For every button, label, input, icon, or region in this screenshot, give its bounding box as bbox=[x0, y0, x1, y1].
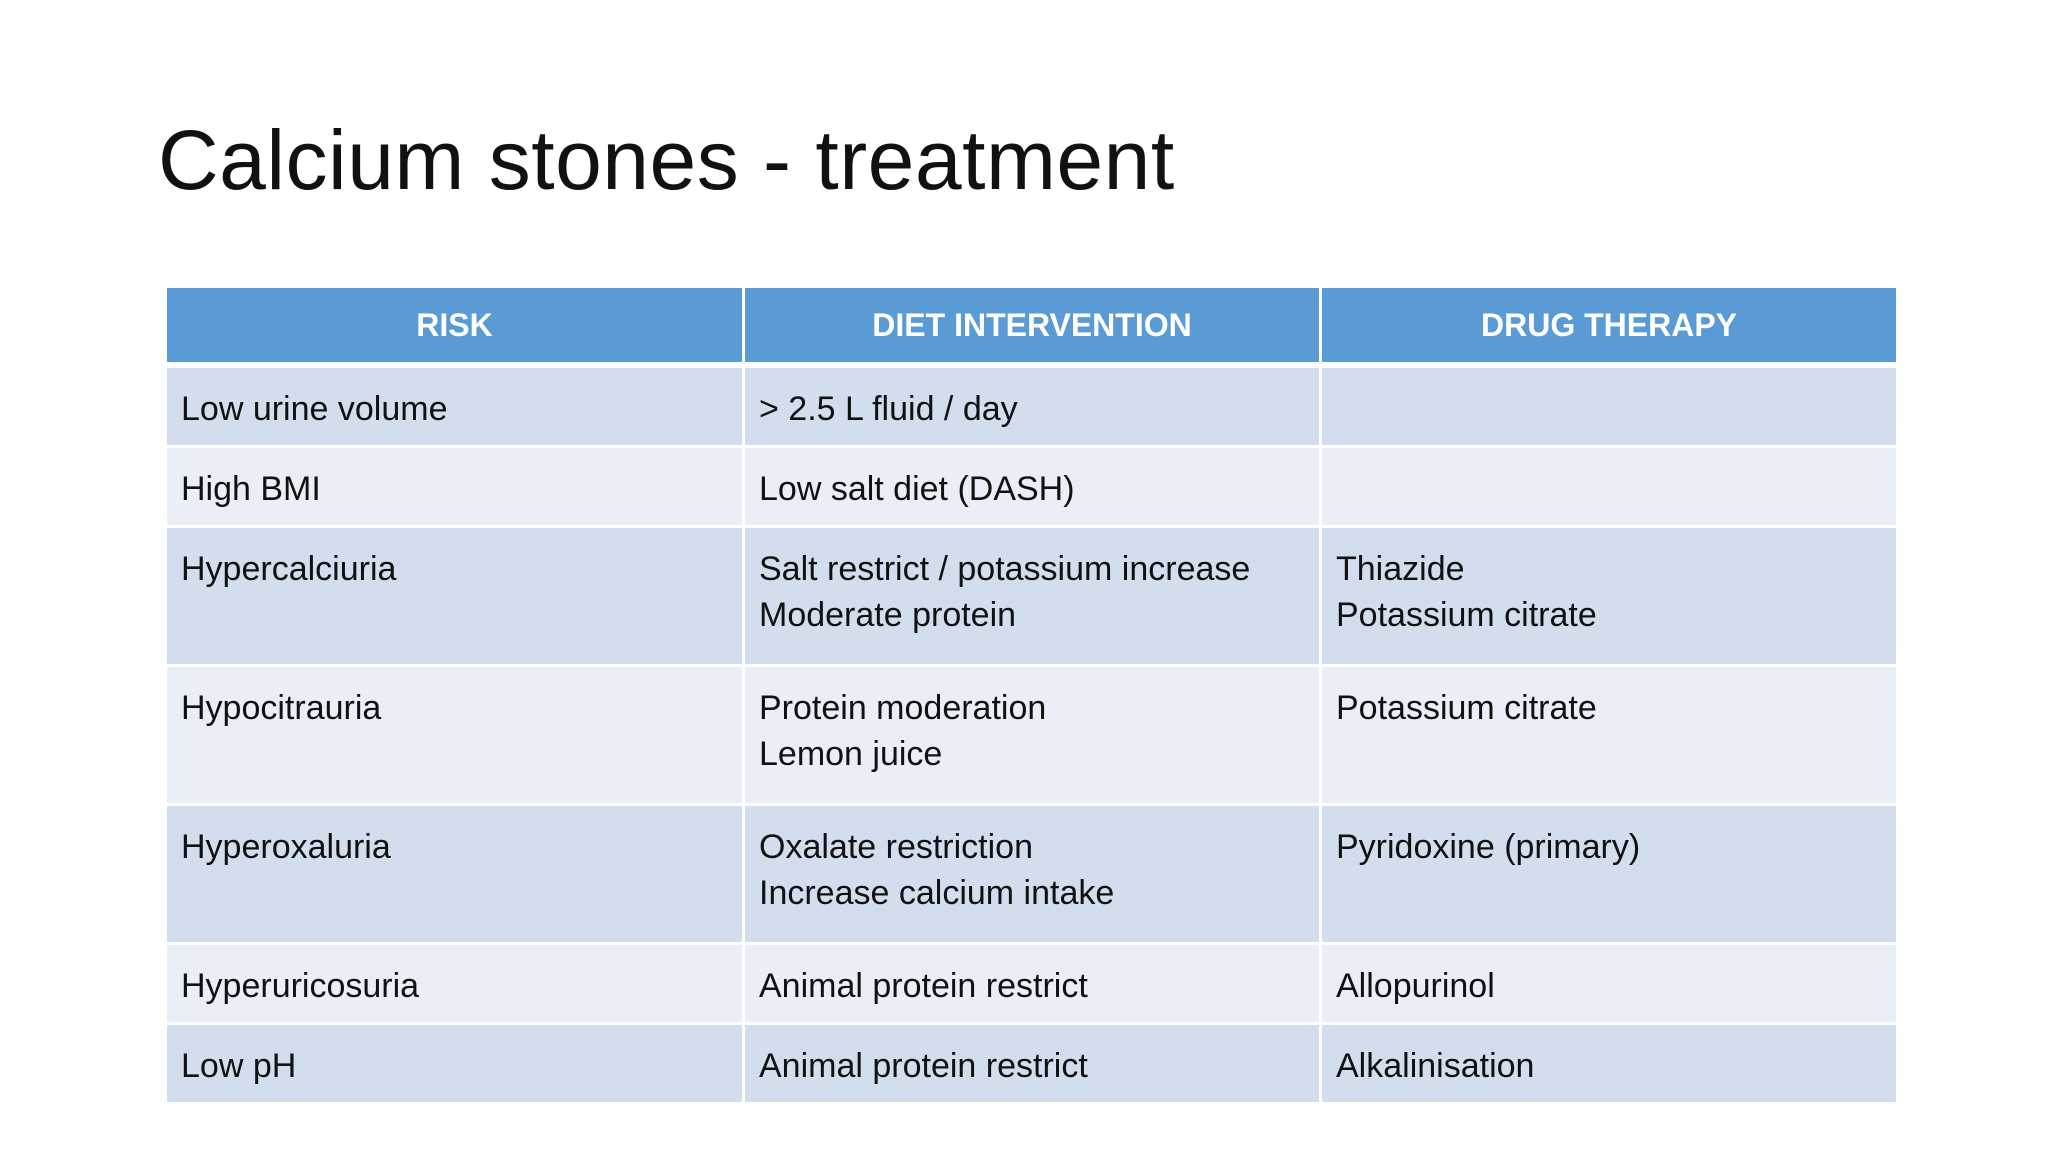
cell-risk: Hyperuricosuria bbox=[164, 942, 745, 1025]
cell-risk: Low urine volume bbox=[164, 363, 745, 448]
cell-diet: Animal protein restrict bbox=[742, 942, 1322, 1025]
cell-line: Alkalinisation bbox=[1336, 1047, 1535, 1085]
cell-line: > 2.5 L fluid / day bbox=[759, 390, 1018, 428]
header-diet-intervention: DIET INTERVENTION bbox=[742, 285, 1322, 368]
cell-line: Low urine volume bbox=[181, 390, 448, 428]
cell-line: Moderate protein bbox=[759, 596, 1017, 634]
table-row: High BMI Low salt diet (DASH) bbox=[164, 445, 1899, 528]
cell-line: Hyperoxaluria bbox=[181, 828, 391, 866]
cell-line: Potassium citrate bbox=[1336, 689, 1597, 727]
cell-diet: Salt restrict / potassium increase Moder… bbox=[742, 525, 1322, 667]
header-risk: RISK bbox=[164, 285, 745, 368]
cell-line: Lemon juice bbox=[759, 735, 943, 773]
cell-line: Increase calcium intake bbox=[759, 874, 1115, 912]
cell-line: Hypocitrauria bbox=[181, 689, 382, 727]
table-header-row: RISK DIET INTERVENTION DRUG THERAPY bbox=[164, 285, 1899, 368]
cell-diet: Protein moderation Lemon juice bbox=[742, 664, 1322, 806]
cell-diet: > 2.5 L fluid / day bbox=[742, 363, 1322, 448]
table-row: Hypercalciuria Salt restrict / potassium… bbox=[164, 525, 1899, 667]
cell-drug: Alkalinisation bbox=[1319, 1022, 1899, 1105]
cell-line: Allopurinol bbox=[1336, 967, 1495, 1005]
cell-drug bbox=[1319, 445, 1899, 528]
table-row: Low pH Animal protein restrict Alkalinis… bbox=[164, 1022, 1899, 1105]
cell-risk: Hypocitrauria bbox=[164, 664, 745, 806]
cell-risk: Hypercalciuria bbox=[164, 525, 745, 667]
cell-line: Oxalate restriction bbox=[759, 828, 1033, 866]
cell-diet: Animal protein restrict bbox=[742, 1022, 1322, 1105]
cell-drug bbox=[1319, 363, 1899, 448]
header-drug-therapy: DRUG THERAPY bbox=[1319, 285, 1899, 368]
cell-line: Pyridoxine (primary) bbox=[1336, 828, 1641, 866]
cell-line: High BMI bbox=[181, 470, 321, 508]
cell-drug: Allopurinol bbox=[1319, 942, 1899, 1025]
cell-drug: Potassium citrate bbox=[1319, 664, 1899, 806]
cell-line: Animal protein restrict bbox=[759, 967, 1088, 1005]
cell-line: Thiazide bbox=[1336, 550, 1465, 588]
table-row: Hypocitrauria Protein moderation Lemon j… bbox=[164, 664, 1899, 806]
cell-line: Salt restrict / potassium increase bbox=[759, 550, 1251, 588]
table-row: Hyperuricosuria Animal protein restrict … bbox=[164, 942, 1899, 1025]
cell-line: Animal protein restrict bbox=[759, 1047, 1088, 1085]
cell-line: Hypercalciuria bbox=[181, 550, 397, 588]
slide-title: Calcium stones - treatment bbox=[158, 113, 1175, 207]
cell-line: Low salt diet (DASH) bbox=[759, 470, 1075, 508]
cell-risk: Hyperoxaluria bbox=[164, 803, 745, 945]
cell-line: Potassium citrate bbox=[1336, 596, 1597, 634]
cell-risk: High BMI bbox=[164, 445, 745, 528]
cell-diet: Oxalate restriction Increase calcium int… bbox=[742, 803, 1322, 945]
cell-diet: Low salt diet (DASH) bbox=[742, 445, 1322, 528]
treatment-table-container: RISK DIET INTERVENTION DRUG THERAPY Low … bbox=[164, 285, 1899, 1105]
cell-drug: Pyridoxine (primary) bbox=[1319, 803, 1899, 945]
table-row: Hyperoxaluria Oxalate restriction Increa… bbox=[164, 803, 1899, 945]
cell-line: Low pH bbox=[181, 1047, 297, 1085]
cell-line: Hyperuricosuria bbox=[181, 967, 420, 1005]
treatment-table: RISK DIET INTERVENTION DRUG THERAPY Low … bbox=[164, 285, 1899, 1105]
cell-risk: Low pH bbox=[164, 1022, 745, 1105]
cell-line: Protein moderation bbox=[759, 689, 1047, 727]
table-row: Low urine volume > 2.5 L fluid / day bbox=[164, 363, 1899, 448]
cell-drug: Thiazide Potassium citrate bbox=[1319, 525, 1899, 667]
